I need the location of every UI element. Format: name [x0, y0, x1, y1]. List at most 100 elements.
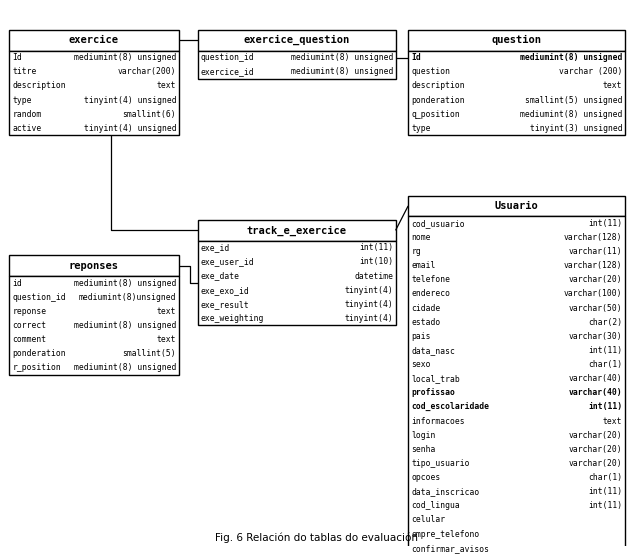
Text: varchar(30): varchar(30) [569, 332, 623, 341]
Text: varchar(20): varchar(20) [569, 275, 623, 284]
Text: varchar(40): varchar(40) [569, 374, 623, 383]
Text: random: random [12, 110, 41, 119]
Text: smallint(6): smallint(6) [122, 110, 176, 119]
Text: rg: rg [411, 247, 421, 256]
Text: mediumint(8) unsigned: mediumint(8) unsigned [520, 110, 623, 119]
Text: question_id: question_id [201, 53, 254, 62]
Text: text: text [603, 82, 623, 90]
Text: mediumint(8) unsigned: mediumint(8) unsigned [290, 67, 393, 76]
Text: text: text [157, 307, 176, 316]
Text: int(10): int(10) [359, 258, 393, 266]
Text: exe_result: exe_result [201, 300, 250, 309]
Text: titre: titre [12, 67, 37, 76]
Text: sexo: sexo [411, 360, 430, 369]
Bar [198, 241, 396, 325]
Text: tinyint(4) unsigned: tinyint(4) unsigned [84, 95, 176, 104]
Text: Usuario: Usuario [495, 201, 538, 211]
Text: senha: senha [411, 445, 436, 454]
Text: tinyint(3) unsigned: tinyint(3) unsigned [530, 124, 623, 133]
Text: varchar(20): varchar(20) [569, 459, 623, 468]
Text: exercice_question: exercice_question [243, 35, 350, 46]
Text: tinyint(4): tinyint(4) [344, 286, 393, 295]
Text: mediumint(8) unsigned: mediumint(8) unsigned [74, 279, 176, 287]
Text: Id: Id [411, 53, 421, 62]
Text: description: description [411, 82, 465, 90]
Text: varchar(50): varchar(50) [569, 304, 623, 312]
Text: data_nasc: data_nasc [411, 346, 455, 355]
Text: type: type [12, 95, 32, 104]
Text: r_position: r_position [12, 364, 61, 372]
Text: varchar(20): varchar(20) [569, 431, 623, 440]
Text: exe_exo_id: exe_exo_id [201, 286, 250, 295]
Text: informacoes: informacoes [411, 417, 465, 426]
Text: confirmar_avisos: confirmar_avisos [411, 544, 489, 553]
Text: Fig. 6 Relación do tablas do evaluación: Fig. 6 Relación do tablas do evaluación [216, 533, 418, 543]
Text: int(11): int(11) [588, 487, 623, 496]
Text: mediumint(8)unsigned: mediumint(8)unsigned [79, 292, 176, 302]
Text: int(11): int(11) [588, 346, 623, 355]
Text: profissao: profissao [411, 388, 455, 397]
Text: id: id [12, 279, 22, 287]
Text: exe_user_id: exe_user_id [201, 258, 254, 266]
Bar [9, 51, 179, 135]
Text: ponderation: ponderation [12, 349, 66, 358]
Text: mediumint(8) unsigned: mediumint(8) unsigned [74, 321, 176, 330]
Text: mediumint(8) unsigned: mediumint(8) unsigned [520, 53, 623, 62]
Text: tinyint(4) unsigned: tinyint(4) unsigned [84, 124, 176, 133]
Bar [198, 220, 396, 241]
Text: telefone: telefone [411, 275, 450, 284]
Text: estado: estado [411, 317, 441, 327]
Text: varchar(200): varchar(200) [118, 67, 176, 76]
Text: question: question [411, 67, 450, 76]
Text: mediumint(8) unsigned: mediumint(8) unsigned [74, 53, 176, 62]
Text: int(11): int(11) [588, 501, 623, 510]
Text: reponses: reponses [69, 261, 119, 271]
Text: Id: Id [12, 53, 22, 62]
Text: login: login [411, 431, 436, 440]
Text: local_trab: local_trab [411, 374, 460, 383]
Text: smallint(5) unsigned: smallint(5) unsigned [525, 95, 623, 104]
Text: char(1): char(1) [588, 473, 623, 482]
Text: opcoes: opcoes [411, 473, 441, 482]
Text: celular: celular [411, 516, 446, 524]
Text: question_id: question_id [12, 292, 66, 302]
Text: varchar(11): varchar(11) [569, 247, 623, 256]
Text: pais: pais [411, 332, 430, 341]
Text: varchar(20): varchar(20) [569, 445, 623, 454]
Text: data_inscricao: data_inscricao [411, 487, 479, 496]
Text: email: email [411, 261, 436, 270]
Text: mediumint(8) unsigned: mediumint(8) unsigned [290, 53, 393, 62]
Text: nome: nome [411, 233, 430, 242]
Bar [9, 30, 179, 51]
Text: tinyint(4): tinyint(4) [344, 314, 393, 323]
Text: exe_id: exe_id [201, 243, 230, 253]
Text: type: type [411, 124, 430, 133]
Text: int(11): int(11) [359, 243, 393, 253]
Text: exercice: exercice [69, 36, 119, 46]
Text: varchar (200): varchar (200) [559, 67, 623, 76]
Bar [9, 276, 179, 375]
Bar [9, 255, 179, 276]
Text: cod_lingua: cod_lingua [411, 501, 460, 510]
Text: char(1): char(1) [588, 360, 623, 369]
Bar [408, 195, 625, 216]
Text: cidade: cidade [411, 304, 441, 312]
Text: exe_date: exe_date [201, 271, 240, 280]
Bar [408, 51, 625, 135]
Text: ponderation: ponderation [411, 95, 465, 104]
Text: mediumint(8) unsigned: mediumint(8) unsigned [74, 364, 176, 372]
Bar [408, 30, 625, 51]
Text: empre_telefono: empre_telefono [411, 529, 479, 538]
Text: char(2): char(2) [588, 317, 623, 327]
Text: q_position: q_position [411, 110, 460, 119]
Text: int(11): int(11) [588, 402, 623, 411]
Text: varchar(40): varchar(40) [569, 388, 623, 397]
Text: varchar(100): varchar(100) [564, 290, 623, 299]
Text: cod_escolaridade: cod_escolaridade [411, 402, 489, 411]
Text: varchar(128): varchar(128) [564, 261, 623, 270]
Text: cod_usuario: cod_usuario [411, 219, 465, 228]
Text: question: question [491, 36, 541, 46]
Text: endereco: endereco [411, 290, 450, 299]
Text: smallint(5): smallint(5) [122, 349, 176, 358]
Text: datetime: datetime [354, 271, 393, 280]
